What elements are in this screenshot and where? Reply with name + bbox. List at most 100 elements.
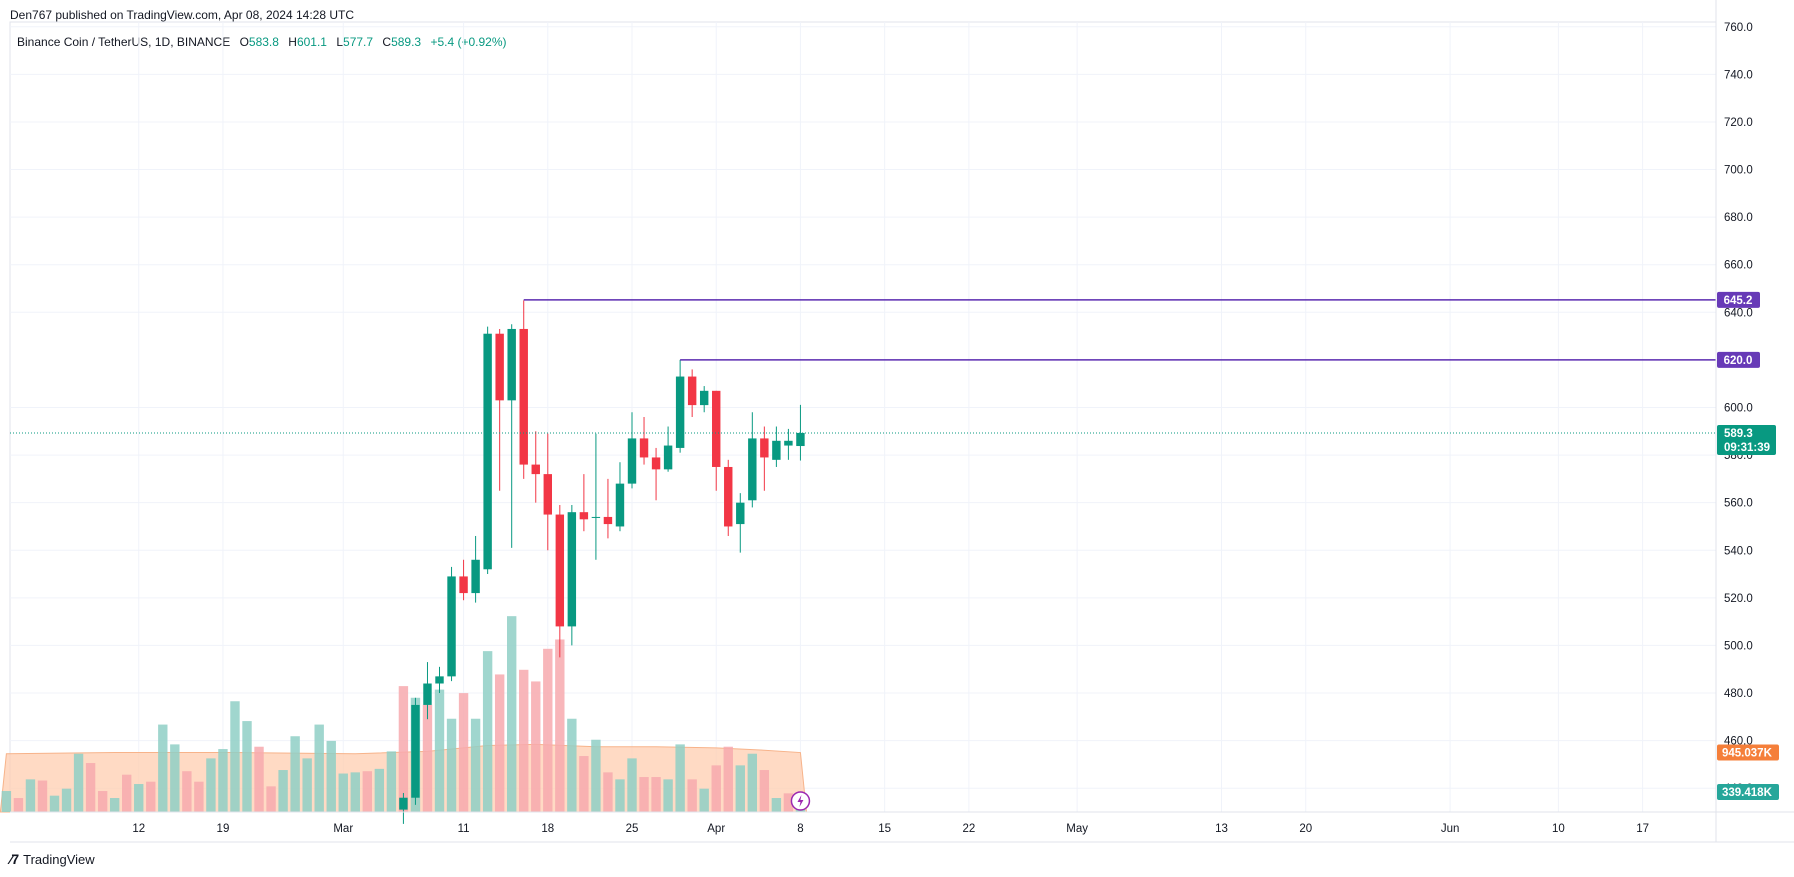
volume-bar xyxy=(206,758,216,812)
y-tick-label: 520.0 xyxy=(1724,593,1753,605)
open-value: 583.8 xyxy=(248,35,279,49)
candle-body xyxy=(760,438,769,458)
volume-bar xyxy=(651,777,661,812)
volume-ma-badge xyxy=(1717,744,1779,761)
volume-bar xyxy=(434,689,445,812)
candle-body xyxy=(591,516,601,518)
level-badge-label: 620.0 xyxy=(1724,355,1753,367)
volume-bar xyxy=(374,768,385,812)
volume-bar xyxy=(49,795,60,812)
x-tick-label: 18 xyxy=(541,823,554,835)
change-value: +5.4 (+0.92%) xyxy=(430,35,507,49)
volume-bar xyxy=(338,773,348,812)
volume-bar xyxy=(771,798,782,812)
volume-bar xyxy=(266,786,276,812)
x-tick-label: 8 xyxy=(797,823,803,835)
volume-bar xyxy=(73,753,84,812)
y-tick-label: 680.0 xyxy=(1724,212,1753,224)
candle-body xyxy=(423,683,432,705)
volume-bar xyxy=(158,724,168,812)
candle-body xyxy=(519,328,528,465)
tradingview-logo[interactable]: ⁄7 TradingView xyxy=(10,851,95,867)
volume-bar xyxy=(675,744,685,812)
grid xyxy=(9,21,1717,813)
candle-body xyxy=(748,438,757,501)
volume-bar xyxy=(579,756,589,812)
volume-bar xyxy=(603,772,613,812)
y-tick-label: 740.0 xyxy=(1724,69,1753,81)
volume-bar xyxy=(615,779,625,812)
volume-badge xyxy=(1717,784,1779,800)
candle-body xyxy=(603,516,613,525)
axes: 760.0 740.0 720.0 700.0 680.0 660.0 640.0 600.0… xyxy=(10,0,1794,843)
high-label: H xyxy=(288,35,297,49)
volume-bar xyxy=(591,739,601,812)
y-tick-label: 640.0 xyxy=(1724,307,1753,319)
volume-bar xyxy=(458,693,469,812)
volume-bar xyxy=(25,779,36,812)
candle-body xyxy=(507,328,516,401)
candle-body xyxy=(784,440,793,446)
lightning-glyph xyxy=(797,795,804,807)
candle-body xyxy=(471,559,480,594)
candle-body xyxy=(435,676,444,684)
volume-bar xyxy=(555,639,565,812)
horizontal-levels[interactable] xyxy=(523,299,1716,361)
volume-bar xyxy=(218,749,228,812)
volume-bar xyxy=(109,798,120,812)
close-label: C xyxy=(382,35,392,49)
y-tick-label: 760.0 xyxy=(1724,22,1753,34)
volume-ma-label: 945.037K xyxy=(1722,748,1773,760)
candle-body xyxy=(615,483,625,527)
symbol-title: Binance Coin / TetherUS, 1D, BINANCE xyxy=(17,35,231,49)
candle-body xyxy=(675,376,685,448)
candle-body xyxy=(447,576,456,677)
candle-body xyxy=(483,333,492,570)
x-tick-label: 19 xyxy=(217,823,230,835)
x-tick-label: 10 xyxy=(1552,823,1565,835)
x-tick-label: Apr xyxy=(707,823,725,835)
candles xyxy=(10,300,1716,824)
volume-bar xyxy=(37,780,48,812)
volume-bar xyxy=(494,674,505,812)
candle-body xyxy=(531,464,540,475)
x-tick-label: 22 xyxy=(962,823,975,835)
volume-bar xyxy=(13,798,24,812)
last-price-label: 589.3 xyxy=(1724,428,1753,440)
volume-bar xyxy=(747,753,758,812)
volume-bar xyxy=(519,669,529,812)
volume-bar xyxy=(230,701,240,812)
low-value: 577.7 xyxy=(343,35,374,49)
volume-bar xyxy=(97,791,108,812)
candle-body xyxy=(543,474,552,515)
candle-body xyxy=(736,502,745,525)
volume-bar xyxy=(482,651,493,812)
volume-bar xyxy=(290,736,300,812)
volume-bar xyxy=(723,746,733,812)
volume-bar xyxy=(278,770,288,812)
candle-body xyxy=(687,376,697,406)
volume-bar xyxy=(759,770,770,812)
level-badge-label: 645.2 xyxy=(1724,295,1753,307)
volume-pane xyxy=(0,616,808,813)
volume-bar xyxy=(627,758,637,812)
x-tick-label: 13 xyxy=(1215,823,1228,835)
x-tick-label: 20 xyxy=(1299,823,1312,835)
x-tick-label: 15 xyxy=(878,823,891,835)
y-tick-label: 660.0 xyxy=(1724,260,1753,272)
volume-bar xyxy=(146,781,156,812)
volume-bar xyxy=(639,777,649,812)
volume-bar xyxy=(194,781,204,812)
volume-bar xyxy=(254,746,264,812)
candle-body xyxy=(567,512,577,627)
volume-bar xyxy=(507,616,517,812)
volume-bar xyxy=(122,774,132,812)
volume-bar xyxy=(398,686,409,812)
candle-body xyxy=(459,576,468,594)
last-price-badge xyxy=(1717,424,1776,455)
volume-bar xyxy=(531,681,541,812)
candle-body xyxy=(555,514,565,627)
publisher-caption: Den767 published on TradingView.com, Apr… xyxy=(10,8,355,22)
close-value: 589.3 xyxy=(391,35,422,49)
